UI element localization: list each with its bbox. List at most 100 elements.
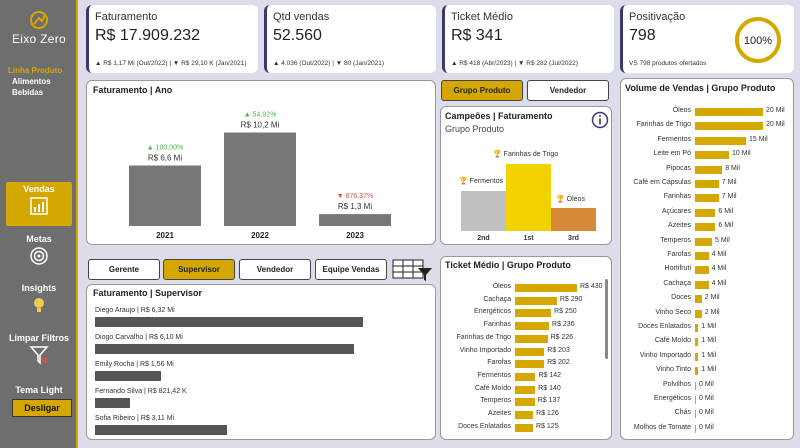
ticket-row-bar[interactable] [515,309,552,318]
kpi-up: ▲ R$ 1,17 Mi (Out/2022) [95,60,168,67]
volume-row-bar[interactable] [695,396,696,404]
nav-limpar-label: Limpar Filtros [8,333,69,343]
card-faturamento-ano: Faturamento | Ano R$ 6,6 Mi ▲ 100,00% 2021… [86,80,436,245]
volume-row-value: 4 Mil [711,279,727,287]
volume-row-bar[interactable] [695,309,702,318]
podium-3rd-label: 3rd [568,235,579,242]
tab-supervisor[interactable]: Supervisor [163,259,235,280]
volume-row-value: 2 Mil [704,294,720,302]
supervisor-label: Sofia Ribeiro | R$ 3,11 Mi [95,415,175,422]
volume-row-label: Óleos [672,107,691,114]
ticket-row-bar[interactable] [515,347,545,356]
kpi-qtd-sub: ▲ 4.036 (Out/2022) | ▼ 80 (Jan/2021) [273,60,385,67]
volume-row-bar[interactable] [695,410,696,419]
volume-row-value: 20 Mil [766,121,785,129]
filter-item-alimentos[interactable]: Alimentos [12,77,51,86]
supervisor-bar[interactable] [95,371,162,381]
ticket-row-bar[interactable] [515,372,536,381]
bar-delta-label: ▲ 100,00% [147,145,184,152]
volume-row-bar[interactable] [695,367,699,376]
volume-row-value: 20 Mil [766,107,785,114]
supervisor-bar[interactable] [95,425,227,435]
volume-row-bar[interactable] [695,280,709,289]
volume-row-bar[interactable] [695,122,763,131]
volume-row-value: 0 Mil [699,380,714,388]
ticket-row-bar[interactable] [515,322,550,331]
ticket-row-label: Café Moído [474,384,511,392]
kpi-positivacao-value: 798 [629,27,656,44]
supervisor-bar[interactable] [95,398,130,408]
ticket-row-bar[interactable] [515,411,534,419]
nav-insights[interactable]: Insights [6,283,72,317]
volume-row-bar[interactable] [695,338,699,347]
bar-value-label: R$ 1,3 Mi [338,202,372,211]
ticket-row-bar[interactable] [515,296,557,305]
target-icon [30,247,48,265]
volume-row-bar[interactable] [695,252,709,260]
ticket-row-bar[interactable] [515,398,535,407]
ticket-row-bar[interactable] [515,360,545,369]
nav-insights-label: Insights [21,283,57,293]
kpi-qtd-vendas: Qtd vendas 52.560 ▲ 4.036 (Out/2022) | ▼… [264,5,436,73]
volume-row-bar[interactable] [695,295,702,304]
bar-2022[interactable] [224,132,296,227]
volume-row-bar[interactable] [695,352,699,361]
podium-1st [506,164,551,231]
ticket-row-bar[interactable] [515,385,536,394]
volume-row-bar[interactable] [695,266,709,275]
kpi-ticket-value: R$ 341 [451,27,503,44]
tab-vendedor-filter[interactable]: Vendedor [239,259,311,280]
table-filter-icon[interactable] [392,258,434,282]
supervisor-bar[interactable] [95,317,363,327]
tab-vendedor[interactable]: Vendedor [527,80,609,101]
volume-row-value: 0 Mil [699,409,714,417]
fat-ano-title: Faturamento | Ano [93,85,173,95]
volume-row-bar[interactable] [695,194,719,203]
tab-equipe-vendas[interactable]: Equipe Vendas [315,259,387,280]
volume-row-bar[interactable] [695,165,723,174]
scrollbar[interactable] [605,279,608,359]
info-icon[interactable] [591,111,609,129]
bar-2021[interactable] [129,165,201,227]
volume-row-bar[interactable] [695,237,712,246]
volume-row-bar[interactable] [695,208,716,217]
tab-grupo-produto[interactable]: Grupo Produto [441,80,523,101]
volume-row-label: Energéticos [654,395,691,402]
filter-title: Linha Produto [8,66,63,75]
ticket-row-bar[interactable] [515,423,534,432]
podium-1st-label: 1st [523,235,534,242]
nav-metas[interactable]: Metas [6,234,72,268]
volume-row-bar[interactable] [695,424,696,433]
nav-limpar-filtros[interactable]: Limpar Filtros [6,333,72,367]
ticket-row-value: R$ 290 [559,295,583,303]
volume-row-bar[interactable] [695,136,746,145]
volume-row-bar[interactable] [695,151,729,160]
theme-toggle-button[interactable]: Desligar [12,399,72,417]
volume-row-bar[interactable] [695,180,719,188]
volume-row-bar[interactable] [695,108,763,116]
ticket-row-bar[interactable] [515,334,548,343]
kpi-up: ▲ R$ 418 (Abr/2023) [451,60,513,67]
volume-row-value: 7 Mil [721,179,737,186]
bar-2023[interactable] [319,214,391,226]
ticket-row-label: Farinhas [483,321,511,329]
volume-row-bar[interactable] [695,381,696,390]
kpi-down: ▼ R$ 282 (Jul/2022) [518,60,578,67]
ticket-row-value: R$ 137 [537,397,561,405]
volume-row-label: Vinho Tinto [656,366,691,374]
ticket-row-bar[interactable] [515,284,577,292]
bar-year-label: 2022 [251,231,269,240]
volume-row-bar[interactable] [695,223,716,232]
supervisor-bar[interactable] [95,344,354,354]
tab-gerente[interactable]: Gerente [88,259,160,280]
kpi-faturamento-value: R$ 17.909.232 [95,27,200,44]
campeoes-title: Campeões | Faturamento [445,111,553,121]
podium-2nd-name: 🏆 Fermentos [459,177,503,185]
volume-row-bar[interactable] [695,324,699,332]
filter-clear-icon [29,346,49,365]
fat-ano-chart: R$ 6,6 Mi ▲ 100,00% 2021 R$ 10,2 Mi ▲ 54,92%… [129,112,391,240]
filter-item-bebidas[interactable]: Bebidas [12,88,44,97]
kpi-ticket-title: Ticket Médio [451,11,513,23]
nav-vendas[interactable]: Vendas [6,182,72,226]
ticket-row-value: R$ 142 [538,371,562,379]
